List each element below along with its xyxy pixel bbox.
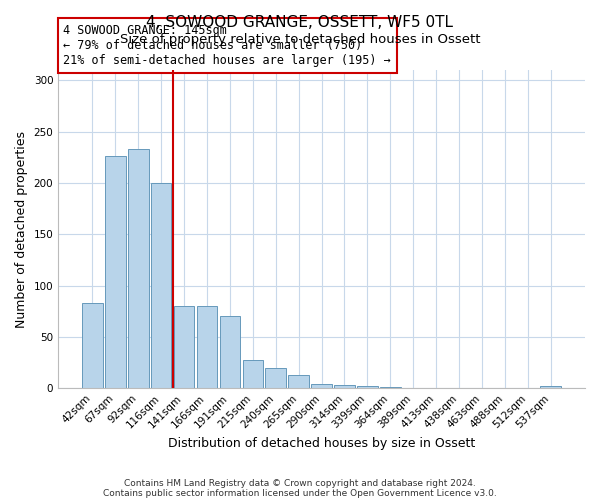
Bar [174, 306, 194, 388]
Bar [128, 149, 149, 388]
Bar [289, 375, 309, 388]
Text: 4 SOWOOD GRANGE: 145sqm
← 79% of detached houses are smaller (750)
21% of semi-d: 4 SOWOOD GRANGE: 145sqm ← 79% of detache… [64, 24, 391, 67]
Bar [242, 360, 263, 388]
Text: 4, SOWOOD GRANGE, OSSETT, WF5 0TL: 4, SOWOOD GRANGE, OSSETT, WF5 0TL [146, 15, 454, 30]
Bar [265, 368, 286, 388]
Text: Contains HM Land Registry data © Crown copyright and database right 2024.: Contains HM Land Registry data © Crown c… [124, 478, 476, 488]
Bar [334, 386, 355, 388]
Bar [105, 156, 125, 388]
Bar [311, 384, 332, 388]
Bar [357, 386, 378, 388]
Bar [220, 316, 240, 388]
Bar [197, 306, 217, 388]
Bar [82, 303, 103, 388]
Y-axis label: Number of detached properties: Number of detached properties [15, 130, 28, 328]
Text: Contains public sector information licensed under the Open Government Licence v3: Contains public sector information licen… [103, 488, 497, 498]
Bar [541, 386, 561, 388]
Bar [151, 183, 172, 388]
X-axis label: Distribution of detached houses by size in Ossett: Distribution of detached houses by size … [168, 437, 475, 450]
Text: Size of property relative to detached houses in Ossett: Size of property relative to detached ho… [120, 32, 480, 46]
